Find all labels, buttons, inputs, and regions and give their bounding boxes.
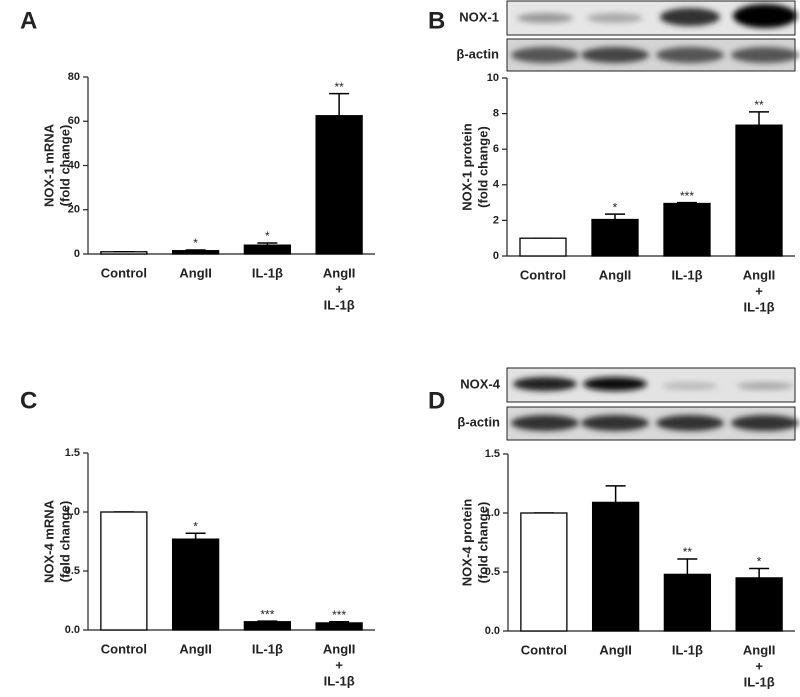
blot-label: β-actin [457, 414, 500, 429]
y-tick-label: 20 [68, 204, 80, 216]
y-tick-label: 0.5 [485, 566, 500, 578]
bar [171, 538, 220, 631]
significance: * [613, 200, 618, 214]
y-axis-label: NOX-1 protein [459, 123, 474, 210]
x-tick-label: Control [521, 642, 567, 657]
x-tick-label: + [755, 658, 763, 673]
y-tick-label: 1.5 [65, 447, 80, 459]
x-tick-label: + [335, 281, 343, 296]
y-axis-label: (fold change) [57, 501, 72, 583]
significance: ** [683, 545, 693, 559]
x-tick-label: AngII [599, 642, 632, 657]
blot-nox1 [506, 0, 797, 36]
x-tick-label: IL-1β [252, 641, 283, 656]
y-tick-label: 60 [68, 115, 80, 127]
x-tick-label: IL-1β [744, 674, 775, 689]
blot-actin-1 [506, 38, 799, 72]
x-tick-label: IL-1β [324, 673, 355, 688]
y-axis-label: NOX-4 protein [459, 499, 474, 586]
blot-label: β-actin [456, 46, 499, 61]
y-tick-label: 80 [68, 71, 80, 83]
x-tick-label: IL-1β [672, 642, 703, 657]
x-tick-label: AngII [179, 641, 212, 656]
x-tick-label: AngII [323, 265, 356, 280]
y-axis-label: (fold change) [57, 125, 72, 207]
bar [100, 251, 148, 255]
panel-label: D [428, 387, 445, 414]
x-tick-label: AngII [743, 267, 776, 282]
bar [315, 115, 363, 255]
y-tick-label: 2 [493, 214, 499, 226]
y-tick-label: 10 [487, 72, 499, 84]
bar [315, 622, 363, 631]
y-tick-label: 1.0 [65, 506, 80, 518]
y-tick-label: 0.0 [485, 625, 500, 637]
blot-label: NOX-1 [459, 9, 499, 24]
x-tick-label: IL-1β [252, 265, 283, 280]
blot-nox4 [506, 367, 796, 403]
panel-label: C [20, 387, 37, 414]
x-tick-label: AngII [599, 267, 632, 282]
y-axis-label: (fold change) [475, 502, 490, 584]
significance: * [757, 555, 762, 569]
y-tick-label: 0 [493, 250, 499, 262]
bar [591, 218, 639, 257]
y-axis-label: (fold change) [475, 126, 490, 208]
x-tick-label: IL-1β [324, 297, 355, 312]
y-tick-label: 0 [74, 248, 80, 260]
bar [663, 573, 712, 632]
y-tick-label: 1.5 [485, 448, 500, 460]
significance: *** [260, 607, 274, 621]
x-tick-label: IL-1β [671, 267, 702, 282]
x-tick-label: AngII [743, 642, 776, 657]
significance: * [193, 519, 198, 533]
x-tick-label: IL-1β [743, 299, 774, 314]
y-tick-label: 1.0 [485, 507, 500, 519]
x-tick-label: + [755, 283, 763, 298]
bar [591, 501, 640, 632]
y-tick-label: 6 [493, 143, 499, 155]
bar [243, 244, 292, 255]
y-tick-label: 4 [493, 179, 500, 191]
bar [520, 512, 568, 632]
x-tick-label: Control [101, 265, 147, 280]
x-tick-label: Control [520, 267, 566, 282]
x-tick-label: AngII [323, 641, 356, 656]
x-tick-label: + [335, 657, 343, 672]
bar [100, 511, 148, 631]
x-tick-label: AngII [179, 265, 212, 280]
x-tick-label: Control [101, 641, 147, 656]
significance: *** [680, 189, 694, 203]
significance: *** [332, 608, 346, 622]
y-axis-label: NOX-1 mRNA [41, 123, 56, 207]
y-tick-label: 8 [493, 108, 499, 120]
y-tick-label: 40 [68, 159, 80, 171]
bar [663, 202, 711, 257]
y-tick-label: 0.0 [65, 624, 80, 636]
significance: * [193, 236, 198, 250]
bar [735, 124, 783, 257]
bar [243, 621, 292, 631]
panel-label: A [20, 7, 37, 34]
bar [519, 237, 567, 257]
panel-label: B [428, 7, 445, 34]
y-tick-label: 0.5 [65, 565, 80, 577]
significance: ** [754, 98, 764, 112]
y-axis-label: NOX-4 mRNA [41, 499, 56, 583]
significance: * [265, 229, 270, 243]
blot-label: NOX-4 [460, 376, 501, 391]
significance: ** [334, 80, 344, 94]
bar [735, 577, 783, 632]
blot-actin-2 [506, 406, 799, 441]
bar [171, 250, 220, 255]
